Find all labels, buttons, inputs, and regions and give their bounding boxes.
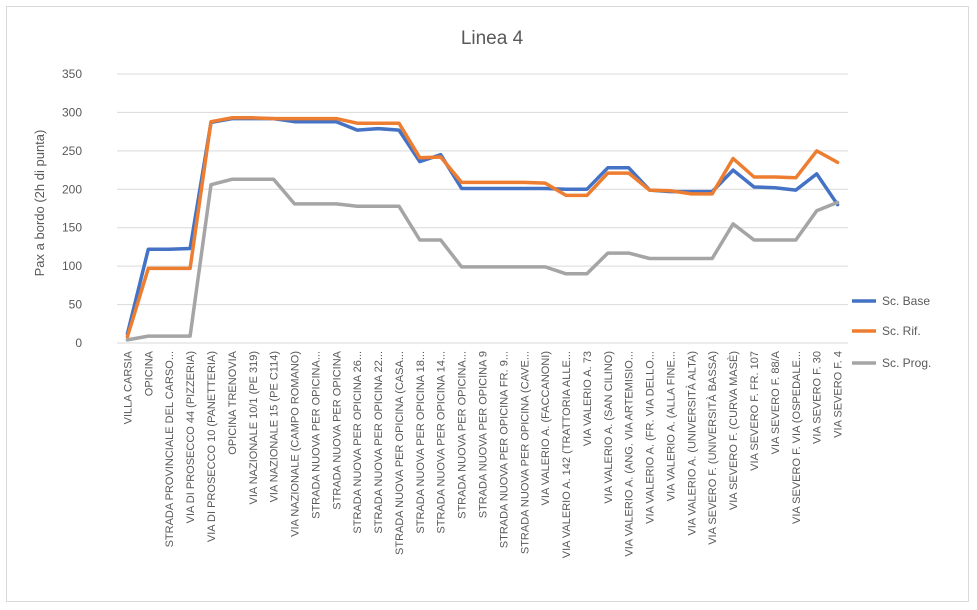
chart-frame (6, 6, 969, 602)
x-tick-label: VIA SEVERO F. 88/A (770, 350, 782, 454)
x-tick-label: VIA NAZIONALE 10/1 (PE 319) (248, 351, 260, 504)
x-tick-label: STRADA NUOVA PER OPICINA... (310, 351, 322, 519)
x-tick-label: VIA VALERIO A. (ALLA FINE... (665, 351, 677, 501)
legend: Sc. Base Sc. Rif. Sc. Prog. (852, 294, 931, 370)
x-tick-label: STRADA NUOVA PER OPICINA 22... (373, 351, 385, 534)
x-tick-label: STRADA NUOVA PER OPICINA 14... (436, 351, 448, 534)
x-tick-label: OPICINA TRENOVIA (227, 350, 239, 454)
y-tick-labels: 0 50 100 150 200 250 300 350 (62, 67, 82, 350)
x-tick-label: VIA VALERIO A. 73 (582, 351, 594, 446)
x-tick-label: VIA DI PROSECCO 44 (PIZZERIA) (185, 351, 197, 523)
x-tick-label: VIA VALERIO A. 142 (TRATTORIA ALLE... (561, 351, 573, 558)
x-tick-label: VIA NAZIONALE (CAMPO ROMANO) (290, 351, 302, 537)
x-tick-label: VILLA CARSIA (122, 350, 134, 424)
x-tick-label: VIA NAZIONALE 15 (PE C114) (269, 351, 281, 502)
series-line-2 (125, 177, 840, 342)
x-tick-label: VIA VALERIO A. (FACCANONI) (540, 351, 552, 505)
x-tick-label: VIA SEVERO F. 4 (833, 351, 845, 438)
x-tick-label: VIA SEVERO F. (UNIVERSITÀ BASSA) (706, 351, 719, 545)
x-tick-label: VIA VALERIO A. (SAN CILINO) (603, 351, 615, 504)
y-tick-label: 250 (62, 144, 82, 158)
x-tick-label: VIA SEVERO F. FR. 107 (749, 351, 761, 471)
x-tick-label: VIA DI PROSECCO 10 (PANETTERIA) (206, 351, 218, 542)
x-tick-label: STRADA NUOVA PER OPICINA 9 (478, 351, 490, 518)
x-tick-labels: VILLA CARSIA OPICINA STRADA PROVINCIALE DE… (122, 350, 844, 558)
x-tick-label: STRADA NUOVA PER OPICINA (CAVE... (519, 351, 531, 554)
y-tick-label: 200 (62, 182, 82, 196)
x-tick-label: VIA VALERIO A. (UNIVERSITÀ ALTA) (685, 351, 698, 536)
x-tick-label: VIA VALERIO A. (FR. VIA DELLO... (645, 351, 657, 524)
chart-title: Linea 4 (461, 28, 524, 49)
x-tick-label: VIA VALERIO A. (ANG. VIA ARTEMISIO... (624, 351, 636, 557)
x-tick-label: VIA SEVERO F. VIA (OSPEDALE... (791, 351, 803, 524)
x-tick-label: VIA SEVERO F. (CURVA MASÈ) (727, 351, 740, 510)
x-tick-label: STRADA PROVINCIALE DEL CARSO... (164, 351, 176, 547)
legend-label: Sc. Base (882, 294, 930, 308)
x-tick-label: STRADA NUOVA PER OPICINA (331, 350, 343, 509)
x-tick-label: VIA SEVERO F. 30 (812, 351, 824, 444)
series-lines (125, 116, 840, 342)
y-tick-label: 50 (69, 298, 83, 312)
y-tick-label: 0 (75, 336, 82, 350)
legend-label: Sc. Prog. (882, 356, 931, 370)
x-tick-label: STRADA NUOVA PER OPICINA... (457, 351, 469, 519)
series-line-1 (125, 116, 840, 339)
y-tick-label: 350 (62, 67, 82, 81)
x-tick-label: STRADA NUOVA PER OPICINA FR. 9... (498, 351, 510, 548)
gridlines (117, 73, 848, 344)
x-tick-label: STRADA NUOVA PER OPICINA 18... (415, 351, 427, 534)
y-axis-label: Pax a bordo (2h di punta) (32, 130, 47, 277)
legend-label: Sc. Rif. (882, 324, 921, 338)
y-tick-label: 300 (62, 105, 82, 119)
x-tick-label: OPICINA (143, 350, 155, 396)
y-tick-label: 100 (62, 259, 82, 273)
x-tick-label: STRADA NUOVA PER OPICINA (CASA... (394, 351, 406, 555)
x-tick-label: STRADA NUOVA PER OPICINA 26... (352, 351, 364, 534)
y-tick-label: 150 (62, 221, 82, 235)
